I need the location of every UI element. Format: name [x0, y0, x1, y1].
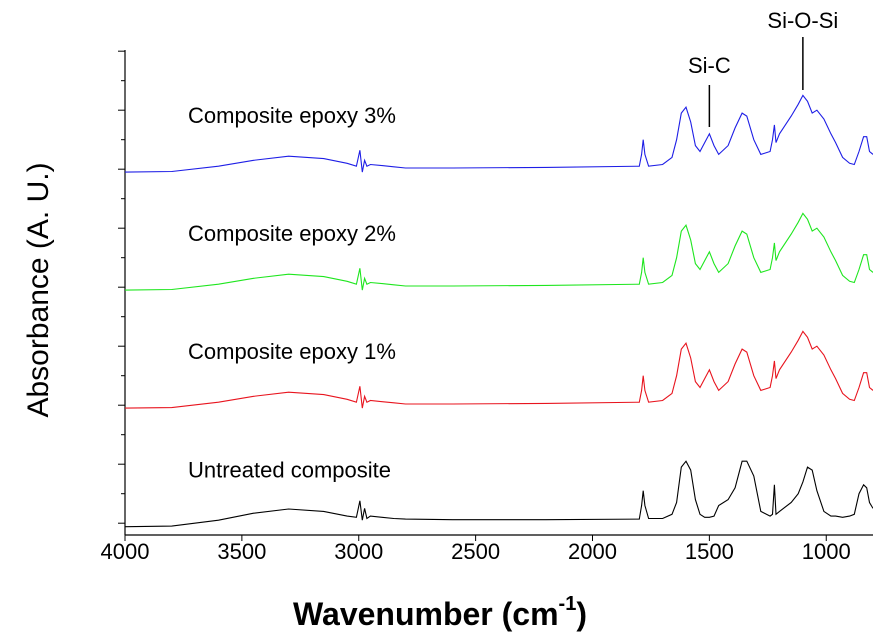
x-tick-label: 2000: [568, 539, 617, 564]
series-label: Untreated composite: [188, 458, 391, 483]
spectrum-line: [124, 460, 873, 528]
annotation-label: Si-C: [688, 53, 731, 78]
x-tick-label: 1000: [802, 539, 851, 564]
spectrum-line: [124, 212, 873, 291]
x-axis-title: Wavenumber (cm-1): [293, 593, 587, 632]
x-tick-label: 2500: [451, 539, 500, 564]
x-axis-title-sup: -1: [559, 593, 577, 615]
spectrum-line: [124, 94, 873, 173]
series-label: Composite epoxy 2%: [188, 221, 396, 246]
y-axis-title: Absorbance (A. U.): [22, 162, 55, 417]
series-label: Composite epoxy 3%: [188, 103, 396, 128]
x-tick-label: 1500: [685, 539, 734, 564]
annotation-label: Si-O-Si: [767, 8, 838, 33]
x-axis-title-main: Wavenumber (cm: [293, 596, 559, 632]
spectrum-line: [124, 330, 873, 409]
series-label: Composite epoxy 1%: [188, 339, 396, 364]
x-tick-label: 4000: [101, 539, 150, 564]
x-tick-label: 3000: [334, 539, 383, 564]
x-axis-title-close: ): [576, 596, 587, 632]
x-tick-label: 3500: [217, 539, 266, 564]
